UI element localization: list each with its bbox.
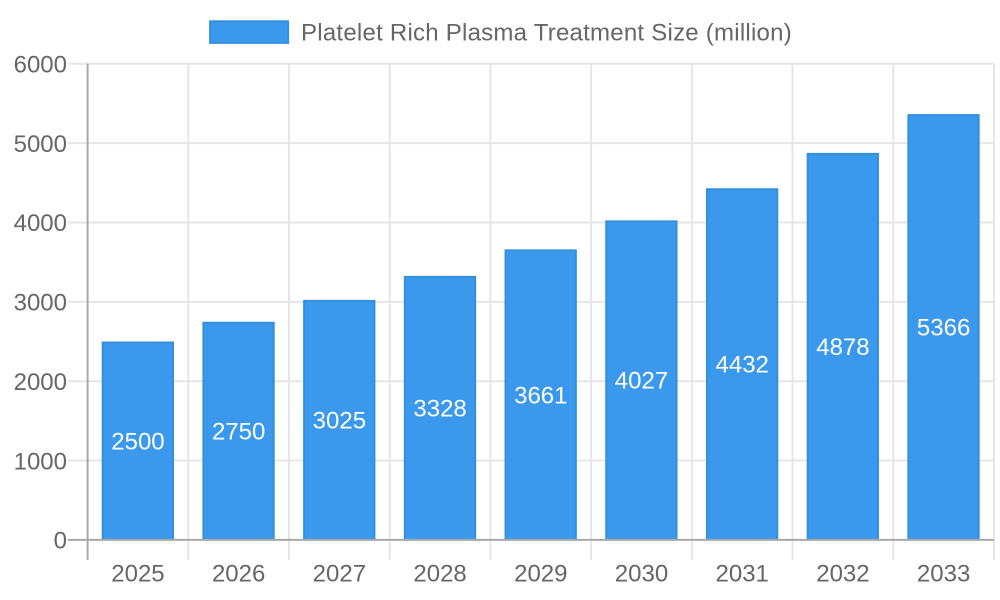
svg-text:2031: 2031 [716,561,769,588]
svg-text:2032: 2032 [816,561,869,588]
svg-text:4432: 4432 [716,352,769,379]
svg-text:4027: 4027 [615,368,668,395]
svg-text:2030: 2030 [615,561,668,588]
svg-text:2033: 2033 [917,561,970,588]
svg-text:1000: 1000 [14,448,67,475]
svg-text:2000: 2000 [14,369,67,396]
svg-text:2025: 2025 [111,561,164,588]
svg-text:3328: 3328 [413,395,466,422]
svg-text:4000: 4000 [14,210,67,237]
svg-text:4878: 4878 [816,334,869,361]
svg-text:2750: 2750 [212,418,265,445]
svg-text:Platelet Rich Plasma Treatment: Platelet Rich Plasma Treatment Size (mil… [301,19,792,46]
svg-text:3000: 3000 [14,290,67,317]
svg-text:5366: 5366 [917,315,970,342]
svg-text:2028: 2028 [413,561,466,588]
svg-text:2029: 2029 [514,561,567,588]
svg-text:2026: 2026 [212,561,265,588]
svg-text:5000: 5000 [14,131,67,158]
svg-text:2500: 2500 [111,428,164,455]
svg-text:6000: 6000 [14,52,67,79]
svg-text:0: 0 [54,528,67,555]
svg-text:2027: 2027 [313,561,366,588]
svg-text:3661: 3661 [514,382,567,409]
svg-text:3025: 3025 [313,407,366,434]
